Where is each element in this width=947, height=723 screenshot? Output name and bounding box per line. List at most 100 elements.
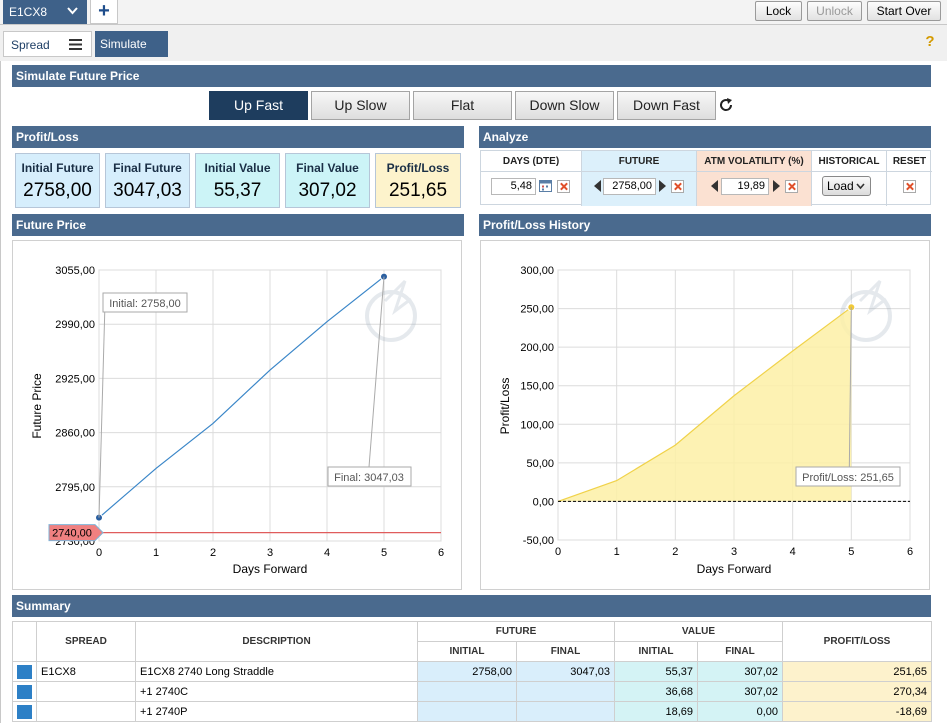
future-final-cell: [516, 681, 615, 702]
future-initial-cell: [417, 701, 517, 722]
volatility-input[interactable]: 19,89: [721, 178, 769, 195]
y-tick-label: 150,00: [520, 381, 554, 393]
y-tick-label: 300,00: [520, 265, 554, 277]
down-slow-button[interactable]: Down Slow: [515, 91, 614, 120]
value-final-cell: 307,02: [697, 661, 783, 682]
table-row[interactable]: +1 2740C 36,68 307,02 270,34: [12, 681, 932, 702]
instrument-tab[interactable]: E1CX8: [3, 0, 87, 24]
y-tick-label: 3055,00: [55, 265, 95, 277]
volatility-clear-icon[interactable]: [785, 180, 798, 193]
add-tab-button[interactable]: +: [90, 0, 118, 24]
value-group-header: VALUE: [614, 621, 783, 642]
future-initial-cell: 2758,00: [417, 661, 517, 682]
y-axis-label: Profit/Loss: [498, 378, 512, 435]
final-future-label: Final Future: [113, 161, 182, 175]
profit-loss-box: Profit/Loss 251,65: [375, 153, 461, 208]
initial-value-box: Initial Value 55,37: [195, 153, 280, 208]
historical-header: HISTORICAL: [812, 151, 886, 172]
color-cell: [12, 661, 37, 682]
flat-button[interactable]: Flat: [413, 91, 512, 120]
chevron-down-icon: [67, 7, 78, 15]
reset-header: RESET: [887, 151, 932, 172]
strike-marker-label: 2740,00: [52, 528, 92, 540]
table-row[interactable]: +1 2740P 18,69 0,00 -18,69: [12, 701, 932, 722]
x-axis-label: Days Forward: [233, 562, 308, 576]
watermark-logo: [365, 279, 417, 342]
view-tabs: Spread Simulate ?: [0, 25, 947, 61]
lock-button[interactable]: Lock: [755, 1, 802, 21]
x-tick-label: 2: [672, 546, 678, 558]
future-initial-cell: [417, 681, 517, 702]
future-price-panel: 3055,00 2990,00 2925,00 2860,00 2795,00 2730,…: [12, 240, 462, 590]
pl-history-header: Profit/Loss History: [479, 214, 931, 236]
calendar-icon[interactable]: [539, 179, 552, 192]
analyze-panel: DAYS (DTE) 5,48 FUTURE 2758,00 ATM VOLAT…: [480, 150, 932, 206]
load-button[interactable]: Load: [822, 176, 871, 196]
tab-simulate[interactable]: Simulate: [95, 31, 168, 57]
reset-icon[interactable]: [903, 180, 916, 193]
color-header: [12, 621, 37, 662]
help-icon[interactable]: ?: [925, 33, 935, 50]
x-tick-label: 0: [555, 546, 561, 558]
future-clear-icon[interactable]: [671, 180, 684, 193]
color-cell: [12, 681, 37, 702]
menu-icon[interactable]: [69, 39, 82, 50]
final-value-label: Final Value: [296, 161, 359, 175]
value-initial-cell: 55,37: [614, 661, 698, 682]
days-column: DAYS (DTE) 5,48: [481, 151, 582, 206]
refresh-icon[interactable]: [718, 97, 734, 113]
y-tick-label: 50,00: [526, 458, 554, 470]
y-tick-label: 100,00: [520, 419, 554, 431]
summary-header: Summary: [12, 595, 931, 617]
x-tick-label: 3: [731, 546, 737, 558]
x-tick-label: 6: [907, 546, 913, 558]
volatility-column: ATM VOLATILITY (%) 19,89: [697, 151, 812, 206]
final-future-value: 3047,03: [113, 180, 182, 201]
value-initial-cell: 36,68: [614, 681, 698, 702]
volatility-decrease-icon[interactable]: [711, 180, 718, 192]
pl-history-chart: 300,00 250,00 200,00 150,00 100,00 50,00 0,00 -…: [498, 265, 913, 576]
value-initial-cell: 18,69: [614, 701, 698, 722]
initial-value-label: Initial Value: [204, 161, 271, 175]
description-header: DESCRIPTION: [135, 621, 418, 662]
final-callout-line: [368, 276, 385, 468]
x-tick-label: 1: [153, 547, 159, 559]
final-value-box: Final Value 307,02: [285, 153, 370, 208]
tab-spread-label: Spread: [11, 38, 50, 52]
final-callout-box: [327, 466, 412, 487]
future-decrease-icon[interactable]: [594, 180, 601, 192]
x-tick-label: 5: [848, 546, 854, 558]
reset-column: RESET: [887, 151, 932, 206]
profit-loss-header-col: PROFIT/LOSS: [782, 621, 932, 662]
initial-future-label: Initial Future: [21, 161, 94, 175]
historical-column: HISTORICAL Load: [812, 151, 887, 206]
start-over-button[interactable]: Start Over: [867, 1, 941, 21]
load-button-label: Load: [827, 179, 854, 193]
simulate-section-header: Simulate Future Price: [12, 65, 931, 87]
up-fast-button[interactable]: Up Fast: [209, 91, 308, 120]
future-group-header: FUTURE: [417, 621, 615, 642]
value-final-cell: 307,02: [697, 681, 783, 702]
final-future-box: Final Future 3047,03: [105, 153, 190, 208]
unlock-button[interactable]: Unlock: [807, 1, 862, 21]
volatility-increase-icon[interactable]: [773, 180, 780, 192]
down-fast-button[interactable]: Down Fast: [617, 91, 716, 120]
profit-loss-cell: -18,69: [782, 701, 932, 722]
series-line: [98, 276, 385, 519]
future-increase-icon[interactable]: [659, 180, 666, 192]
days-clear-icon[interactable]: [557, 180, 570, 193]
profit-loss-value: 251,65: [388, 180, 448, 201]
y-tick-label: 2860,00: [55, 428, 95, 440]
days-input[interactable]: 5,48: [491, 178, 536, 195]
y-tick-label: 250,00: [520, 304, 554, 316]
future-input[interactable]: 2758,00: [603, 178, 656, 195]
table-row[interactable]: E1CX8 E1CX8 2740 Long Straddle 2758,00 3…: [12, 661, 932, 682]
spread-header: SPREAD: [36, 621, 136, 662]
spread-cell: [36, 701, 136, 722]
value-final-header: FINAL: [697, 641, 783, 662]
y-tick-label: 2990,00: [55, 319, 95, 331]
up-slow-button[interactable]: Up Slow: [311, 91, 410, 120]
x-tick-label: 5: [381, 547, 387, 559]
profit-loss-cell: 251,65: [782, 661, 932, 682]
tab-spread[interactable]: Spread: [3, 31, 92, 57]
